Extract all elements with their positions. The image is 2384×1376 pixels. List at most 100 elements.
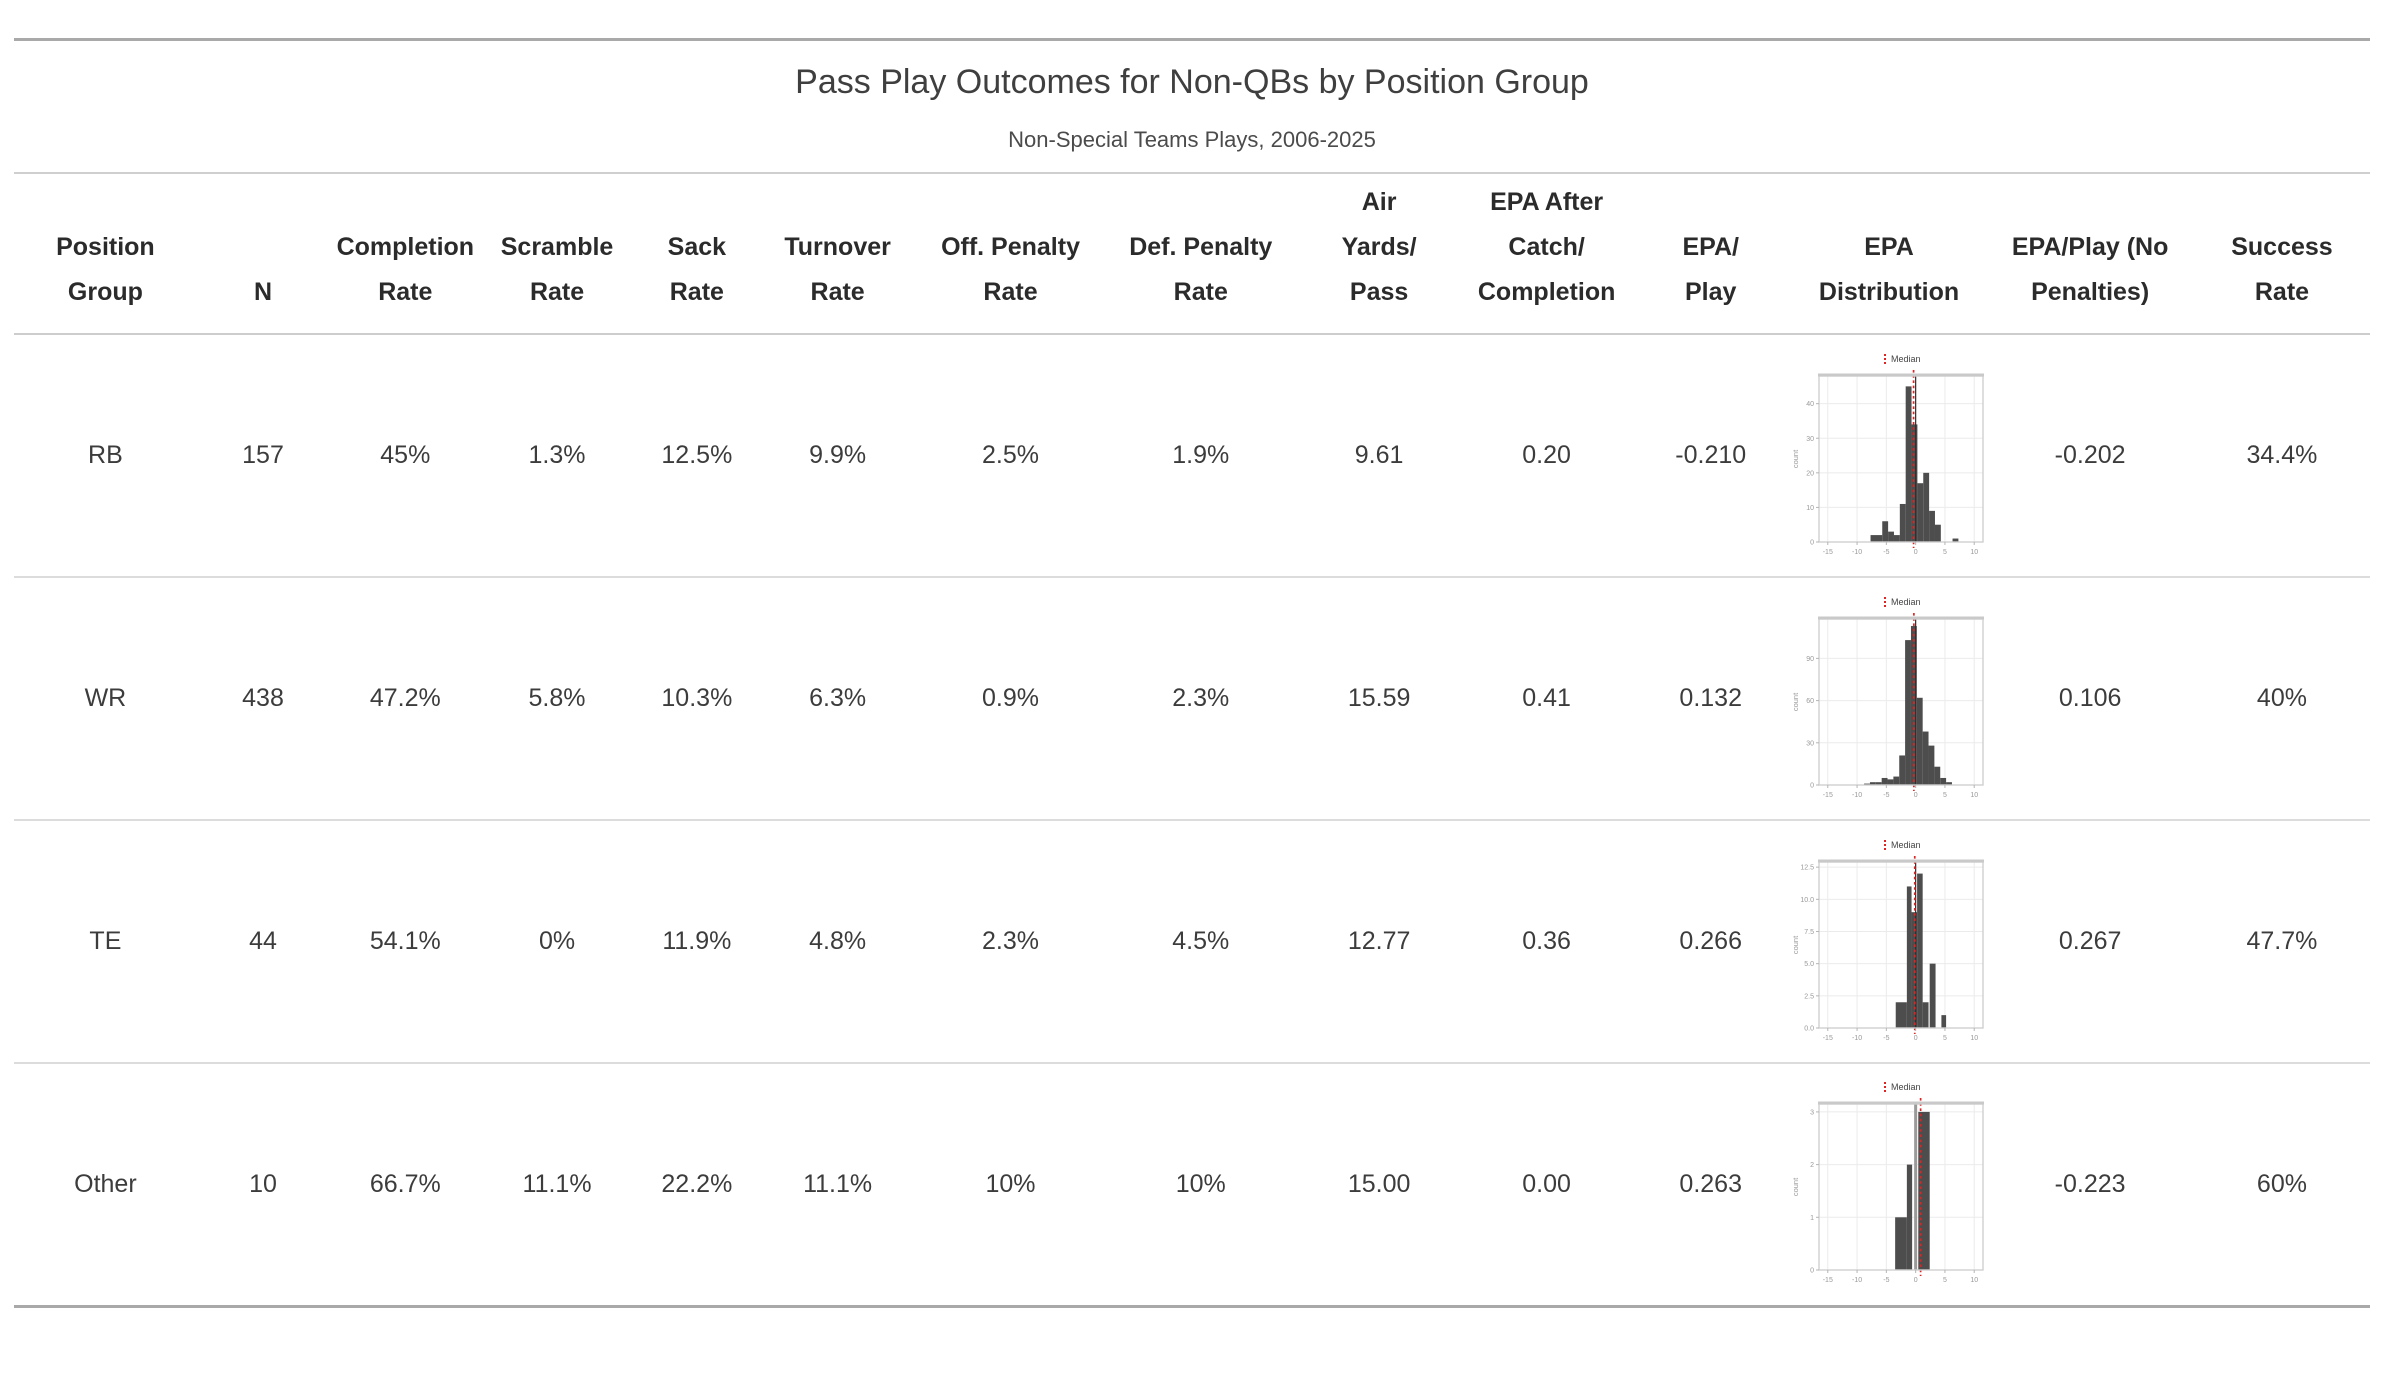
- cell-epa-play: -0.210: [1629, 334, 1792, 579]
- cell-air-yards-pass: 15.59: [1294, 577, 1464, 822]
- svg-text:0: 0: [1810, 539, 1814, 546]
- cell-def-penalty-rate: 4.5%: [1106, 820, 1295, 1065]
- cell-position-group: WR: [14, 577, 197, 822]
- col-header-n: N: [196, 174, 330, 336]
- stats-table: Position Group N Completion Rate Scrambl…: [14, 174, 2370, 1308]
- svg-text:60: 60: [1806, 698, 1814, 705]
- cell-position-group: Other: [14, 1063, 197, 1308]
- cell-epa-after-catch: 0.36: [1463, 820, 1630, 1065]
- cell-epa-play: 0.132: [1629, 577, 1792, 822]
- cell-epa-distribution: -15 -10 -5 0 5 10 0 30 60 90 count Median: [1791, 577, 1987, 822]
- svg-text:5.0: 5.0: [1804, 961, 1814, 968]
- svg-text:3: 3: [1810, 1110, 1814, 1117]
- epa-distribution-chart: -15 -10 -5 0 5 10 0 10 20 30 40 count Median: [1789, 350, 1989, 562]
- cell-scramble-rate: 0%: [481, 820, 633, 1065]
- cell-sack-rate: 22.2%: [632, 1063, 762, 1308]
- page-title: Pass Play Outcomes for Non-QBs by Positi…: [795, 63, 1589, 101]
- cell-epa-distribution: -15 -10 -5 0 5 10 0 1 2 3 count Median: [1789, 1063, 1989, 1308]
- table-row-rb: RB 157 45% 1.3% 12.5% 9.9% 2.5% 1.9% 9.6…: [14, 334, 2370, 579]
- svg-text:-15: -15: [1823, 549, 1833, 556]
- cell-n: 438: [196, 577, 330, 822]
- col-header-completion-rate: Completion Rate: [329, 174, 482, 336]
- epa-distribution-chart: -15 -10 -5 0 5 10 0 1 2 3 count Median: [1789, 1078, 1989, 1290]
- col-header-success-rate: Success Rate: [2193, 174, 2370, 336]
- svg-text:count: count: [1791, 692, 1800, 711]
- cell-off-penalty-rate: 0.9%: [914, 577, 1107, 822]
- cell-def-penalty-rate: 10%: [1106, 1063, 1295, 1308]
- svg-text:-15: -15: [1823, 1035, 1833, 1042]
- col-header-epa-distribution: EPA Distribution: [1791, 174, 1987, 336]
- cell-n: 157: [196, 334, 330, 579]
- cell-epa-play: 0.263: [1629, 1063, 1792, 1308]
- table-row-other: Other 10 66.7% 11.1% 22.2% 11.1% 10% 10%…: [14, 1063, 2370, 1308]
- cell-epa-play-no-penalties: 0.267: [1986, 820, 2194, 1065]
- svg-text:1: 1: [1810, 1215, 1814, 1222]
- svg-text:count: count: [1791, 1177, 1800, 1196]
- cell-success-rate: 47.7%: [2193, 820, 2370, 1065]
- svg-text:2: 2: [1810, 1162, 1814, 1169]
- svg-text:-5: -5: [1883, 1035, 1889, 1042]
- cell-air-yards-pass: 9.61: [1294, 334, 1464, 579]
- svg-text:30: 30: [1806, 435, 1814, 442]
- cell-off-penalty-rate: 10%: [914, 1063, 1107, 1308]
- cell-epa-after-catch: 0.41: [1463, 577, 1630, 822]
- svg-text:-10: -10: [1852, 1035, 1862, 1042]
- col-header-scramble-rate: Scramble Rate: [481, 174, 633, 336]
- svg-text:0: 0: [1810, 1268, 1814, 1275]
- cell-sack-rate: 11.9%: [632, 820, 762, 1065]
- cell-sack-rate: 12.5%: [632, 334, 762, 579]
- cell-n: 44: [196, 820, 330, 1065]
- svg-text:-10: -10: [1852, 549, 1862, 556]
- cell-epa-after-catch: 0.00: [1463, 1063, 1630, 1308]
- cell-epa-distribution: -15 -10 -5 0 5 10 0 10 20 30 40 count Median: [1789, 334, 1989, 579]
- svg-text:Median: Median: [1891, 597, 1921, 607]
- cell-def-penalty-rate: 2.3%: [1106, 577, 1295, 822]
- cell-completion-rate: 54.1%: [329, 820, 482, 1065]
- cell-scramble-rate: 1.3%: [481, 334, 633, 579]
- cell-turnover-rate: 11.1%: [761, 1063, 915, 1308]
- svg-text:5: 5: [1943, 549, 1947, 556]
- svg-text:-5: -5: [1883, 549, 1889, 556]
- svg-text:Median: Median: [1891, 354, 1921, 364]
- svg-text:10.0: 10.0: [1800, 896, 1814, 903]
- svg-text:90: 90: [1806, 655, 1814, 662]
- cell-n: 10: [196, 1063, 330, 1308]
- cell-epa-play-no-penalties: -0.202: [1986, 334, 2194, 579]
- svg-text:0.0: 0.0: [1804, 1025, 1814, 1032]
- svg-text:-10: -10: [1852, 792, 1862, 799]
- cell-turnover-rate: 4.8%: [761, 820, 915, 1065]
- svg-text:10: 10: [1806, 505, 1814, 512]
- header-row: Position Group N Completion Rate Scrambl…: [14, 174, 2370, 336]
- svg-text:10: 10: [1970, 549, 1978, 556]
- cell-sack-rate: 10.3%: [632, 577, 762, 822]
- cell-turnover-rate: 6.3%: [761, 577, 915, 822]
- epa-distribution-chart: -15 -10 -5 0 5 10 0.0 2.5 5.0 7.5 10.0 12.5 count Med…: [1789, 836, 1989, 1048]
- cell-scramble-rate: 5.8%: [481, 577, 633, 822]
- cell-completion-rate: 66.7%: [329, 1063, 482, 1308]
- svg-text:-10: -10: [1852, 1277, 1862, 1284]
- svg-text:-15: -15: [1823, 792, 1833, 799]
- svg-text:10: 10: [1970, 1035, 1978, 1042]
- cell-position-group: TE: [14, 820, 197, 1065]
- svg-text:count: count: [1791, 449, 1800, 468]
- col-header-off-penalty-rate: Off. Penalty Rate: [914, 174, 1107, 336]
- svg-text:10: 10: [1970, 792, 1978, 799]
- cell-success-rate: 60%: [2193, 1063, 2370, 1308]
- svg-text:0: 0: [1810, 782, 1814, 789]
- svg-text:30: 30: [1806, 740, 1814, 747]
- svg-text:7.5: 7.5: [1804, 929, 1814, 936]
- cell-completion-rate: 45%: [329, 334, 482, 579]
- table-row-wr: WR 438 47.2% 5.8% 10.3% 6.3% 0.9% 2.3% 1…: [14, 577, 2370, 822]
- svg-text:2.5: 2.5: [1804, 993, 1814, 1000]
- svg-text:Median: Median: [1891, 1082, 1921, 1092]
- col-header-epa-play: EPA/ Play: [1629, 174, 1792, 336]
- cell-air-yards-pass: 15.00: [1294, 1063, 1464, 1308]
- cell-scramble-rate: 11.1%: [481, 1063, 633, 1308]
- svg-text:count: count: [1791, 935, 1800, 954]
- svg-text:10: 10: [1970, 1277, 1978, 1284]
- col-header-epa-play-no-penalties: EPA/Play (No Penalties): [1986, 174, 2194, 336]
- col-header-sack-rate: Sack Rate: [632, 174, 762, 336]
- cell-completion-rate: 47.2%: [329, 577, 482, 822]
- cell-epa-play-no-penalties: -0.223: [1986, 1063, 2194, 1308]
- table-row-te: TE 44 54.1% 0% 11.9% 4.8% 2.3% 4.5% 12.7…: [14, 820, 2370, 1065]
